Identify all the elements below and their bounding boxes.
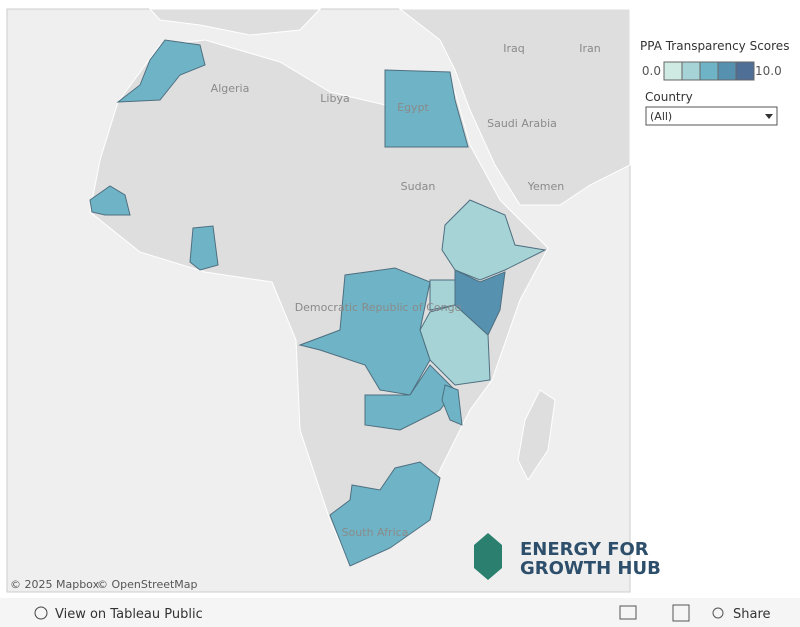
download-button[interactable] — [619, 605, 637, 620]
madagascar — [517, 389, 556, 481]
legend-swatch — [663, 61, 683, 81]
map-label: Sudan — [401, 180, 436, 193]
legend-swatch — [699, 61, 719, 81]
country-ethiopia — [441, 199, 547, 281]
logo-mark — [474, 533, 502, 580]
share-button[interactable]: Share — [733, 607, 771, 622]
map-label: Saudi Arabia — [487, 117, 557, 130]
fullscreen-button[interactable] — [672, 604, 690, 622]
map-label: South Africa — [342, 526, 409, 539]
legend-swatch — [735, 61, 755, 81]
tableau-icon — [34, 606, 48, 620]
europe-land — [148, 8, 322, 36]
legend-swatch — [681, 61, 701, 81]
country-egypt — [384, 69, 469, 148]
country-morocco — [116, 39, 206, 103]
country-drc — [298, 267, 431, 396]
filter-title: Country — [645, 90, 693, 104]
map-label: Yemen — [527, 180, 565, 193]
map-label: Algeria — [211, 82, 250, 95]
map-label: Iran — [579, 42, 601, 55]
country-zambia — [364, 364, 456, 431]
country-south-africa — [329, 461, 441, 567]
attribution: © OpenStreetMap — [97, 578, 198, 591]
legend-min: 0.0 — [642, 64, 661, 78]
filter-dropdown[interactable] — [645, 106, 778, 126]
logo-text: GROWTH HUB — [520, 558, 661, 579]
logo: ENERGY FOR GROWTH HUB — [474, 533, 661, 580]
country-malawi — [441, 384, 463, 426]
filter-value: (All) — [650, 110, 672, 123]
logo-text: ENERGY FOR — [520, 539, 649, 560]
view-link[interactable]: View on Tableau Public — [55, 607, 203, 622]
legend-swatch — [717, 61, 737, 81]
middle-east-land — [398, 8, 631, 206]
africa-land — [89, 39, 549, 567]
toolbar — [0, 598, 800, 627]
share-icon — [712, 607, 724, 619]
legend-title: PPA Transparency Scores — [640, 39, 789, 53]
map-label: Libya — [320, 92, 349, 105]
country-senegal — [89, 185, 131, 216]
country-ghana — [189, 225, 219, 271]
map-label: Democratic Republic of Congo — [295, 301, 462, 314]
map-label: Iraq — [503, 42, 525, 55]
attribution: © 2025 Mapbox — [10, 578, 100, 591]
map-label: Egypt — [397, 101, 429, 114]
legend-max: 10.0 — [755, 64, 782, 78]
dropdown-arrow — [765, 114, 773, 119]
